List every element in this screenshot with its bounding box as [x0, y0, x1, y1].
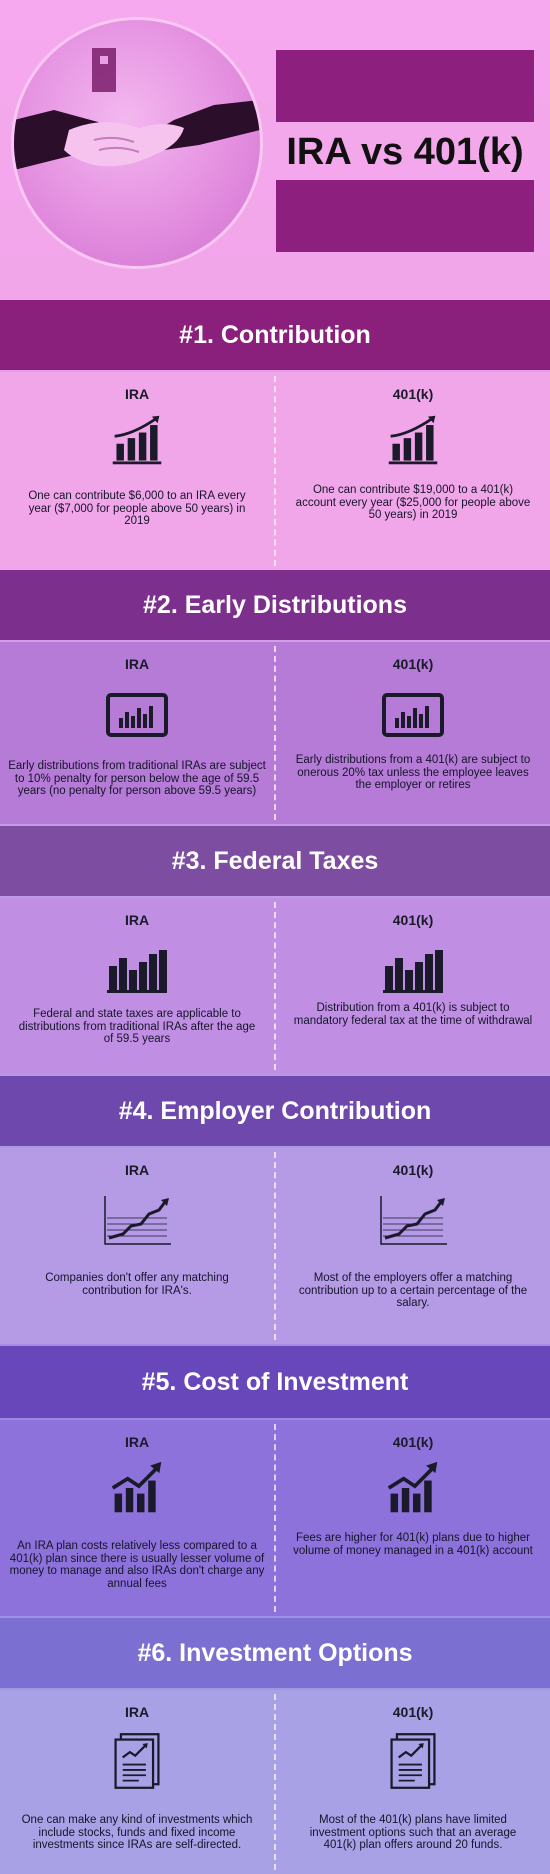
section-1-header: #1. Contribution	[0, 300, 550, 370]
section-6-header: #6. Investment Options	[0, 1618, 550, 1688]
section-6-401k-text: Most of the 401(k) plans have limited in…	[309, 1814, 517, 1851]
section-2-ira-text: Early distributions from traditional IRA…	[8, 760, 266, 797]
monitor-chart-icon	[382, 693, 444, 737]
section-3-401k-text: Distribution from a 401(k) is subject to…	[293, 1002, 533, 1027]
section-5-heading: #5. Cost of Investment	[141, 1367, 409, 1396]
section-4-ira-text: Companies don't offer any matching contr…	[45, 1272, 229, 1297]
growth-arrow-chart-icon	[387, 1461, 438, 1513]
section-1-heading: #1. Contribution	[179, 320, 371, 349]
section-2-ira: IRA Early distributions from traditional…	[0, 642, 274, 824]
column-title-401k: 401(k)	[392, 1162, 434, 1178]
report-document-icon	[390, 1733, 436, 1789]
hero-banner: IRA vs 401(k)	[0, 0, 550, 300]
section-6-ira: IRA One can make any kind of investments…	[0, 1690, 274, 1874]
column-title-ira: IRA	[124, 1162, 150, 1178]
column-title-ira: IRA	[124, 386, 150, 402]
column-divider	[274, 376, 276, 566]
column-title-ira: IRA	[124, 656, 150, 672]
section-5-401k: 401(k) Fees are higher for 401(k) plans …	[276, 1420, 550, 1616]
section-3-body: IRA Federal and state taxes are applicab…	[0, 898, 550, 1074]
column-title-401k: 401(k)	[392, 912, 434, 928]
column-title-ira: IRA	[124, 1704, 150, 1720]
monitor-chart-icon	[106, 693, 168, 737]
section-1-body: IRA One can contribute $6,000 to an IRA …	[0, 372, 550, 570]
section-1-ira-text: One can contribute $6,000 to an IRA ever…	[28, 490, 246, 527]
section-4-401k: 401(k) Most of the employers offer a mat…	[276, 1148, 550, 1344]
section-5-ira: IRA An IRA plan costs relatively less co…	[0, 1420, 274, 1616]
section-2-body: IRA Early distributions from traditional…	[0, 642, 550, 824]
section-6-401k: 401(k) Most of the 401(k) plans have lim…	[276, 1690, 550, 1874]
bar-chart-growth-icon	[112, 415, 162, 465]
report-document-icon	[114, 1733, 160, 1789]
section-4-ira: IRA Companies don't offer any matching c…	[0, 1148, 274, 1344]
section-6-heading: #6. Investment Options	[137, 1638, 413, 1667]
title-bar-top	[276, 50, 534, 122]
column-title-401k: 401(k)	[392, 386, 434, 402]
column-title-401k: 401(k)	[392, 656, 434, 672]
column-divider	[274, 1424, 276, 1612]
section-1-ira: IRA One can contribute $6,000 to an IRA …	[0, 372, 274, 570]
section-2-header: #2. Early Distributions	[0, 570, 550, 640]
column-divider	[274, 1152, 276, 1340]
bar-chart-icon	[107, 950, 167, 993]
growth-arrow-chart-icon	[111, 1461, 162, 1513]
section-4-body: IRA Companies don't offer any matching c…	[0, 1148, 550, 1344]
column-title-ira: IRA	[124, 912, 150, 928]
column-divider	[274, 902, 276, 1070]
section-3-header: #3. Federal Taxes	[0, 826, 550, 896]
section-5-ira-text: An IRA plan costs relatively less compar…	[9, 1540, 265, 1590]
column-title-ira: IRA	[124, 1434, 150, 1450]
section-2-401k-text: Early distributions from a 401(k) are su…	[295, 754, 531, 791]
section-5-header: #5. Cost of Investment	[0, 1346, 550, 1418]
line-graph-icon	[104, 1196, 171, 1245]
section-6-ira-text: One can make any kind of investments whi…	[21, 1814, 253, 1851]
bar-chart-growth-icon	[388, 415, 438, 465]
section-5-401k-text: Fees are higher for 401(k) plans due to …	[293, 1532, 533, 1557]
column-title-401k: 401(k)	[392, 1434, 434, 1450]
page-title: IRA vs 401(k)	[286, 131, 524, 173]
section-3-401k: 401(k) Distribution from a 401(k) is sub…	[276, 898, 550, 1074]
section-3-heading: #3. Federal Taxes	[171, 846, 379, 875]
section-6-body: IRA One can make any kind of investments…	[0, 1690, 550, 1874]
line-graph-icon	[380, 1196, 447, 1245]
column-title-401k: 401(k)	[392, 1704, 434, 1720]
column-divider	[274, 646, 276, 820]
section-3-ira-text: Federal and state taxes are applicable t…	[18, 1008, 256, 1045]
section-4-401k-text: Most of the employers offer a matching c…	[298, 1272, 528, 1309]
section-3-ira: IRA Federal and state taxes are applicab…	[0, 898, 274, 1074]
section-2-401k: 401(k) Early distributions from a 401(k)…	[276, 642, 550, 824]
section-5-body: IRA An IRA plan costs relatively less co…	[0, 1420, 550, 1616]
handshake-image	[14, 20, 260, 266]
column-divider	[274, 1694, 276, 1870]
title-bar-bottom	[276, 180, 534, 252]
section-1-401k: 401(k) One can contribute $19,000 to a 4…	[276, 372, 550, 570]
section-2-heading: #2. Early Distributions	[143, 590, 407, 619]
section-4-header: #4. Employer Contribution	[0, 1076, 550, 1146]
section-1-401k-text: One can contribute $19,000 to a 401(k) a…	[295, 484, 531, 521]
section-4-heading: #4. Employer Contribution	[118, 1096, 432, 1125]
bar-chart-icon	[383, 950, 443, 993]
